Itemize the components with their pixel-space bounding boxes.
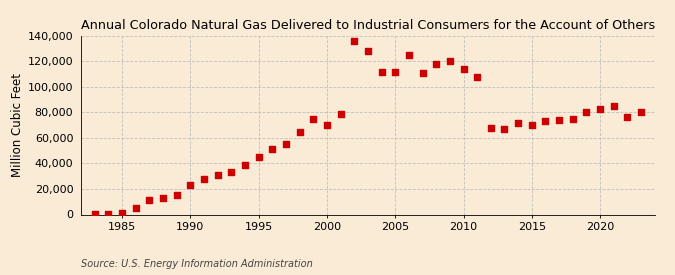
Point [89,212,100,216]
Point [267,147,277,152]
Point [389,69,400,74]
Point [130,206,141,210]
Text: Source: U.S. Energy Information Administration: Source: U.S. Energy Information Administ… [81,259,313,269]
Point [444,59,455,64]
Point [376,69,387,74]
Point [171,193,182,197]
Point [568,117,578,121]
Point [636,110,647,115]
Point [198,177,209,181]
Point [281,142,292,147]
Point [308,117,319,121]
Point [608,104,619,108]
Point [499,127,510,131]
Point [144,198,155,203]
Title: Annual Colorado Natural Gas Delivered to Industrial Consumers for the Account of: Annual Colorado Natural Gas Delivered to… [81,19,655,32]
Point [335,111,346,116]
Point [431,62,441,66]
Point [212,173,223,177]
Point [103,211,113,216]
Point [540,119,551,123]
Point [622,115,633,120]
Point [185,183,196,187]
Point [485,125,496,130]
Point [458,67,469,71]
Point [157,196,168,200]
Point [362,49,373,53]
Point [349,39,360,43]
Point [513,120,524,125]
Point [554,118,564,122]
Point [253,155,264,159]
Point [417,71,428,75]
Point [526,123,537,127]
Point [595,106,605,111]
Point [226,170,237,175]
Point [581,110,592,115]
Point [117,211,128,215]
Point [240,163,250,167]
Point [294,129,305,134]
Point [472,75,483,79]
Y-axis label: Million Cubic Feet: Million Cubic Feet [11,73,24,177]
Point [404,53,414,57]
Point [321,123,332,127]
